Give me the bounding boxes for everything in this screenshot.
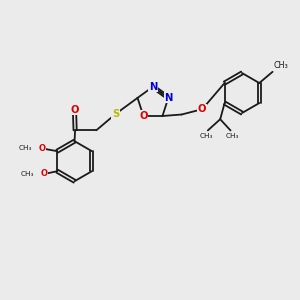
Text: O: O bbox=[70, 105, 79, 115]
Text: S: S bbox=[112, 109, 119, 119]
Text: O: O bbox=[40, 169, 47, 178]
Text: O: O bbox=[198, 104, 206, 114]
Text: CH₃: CH₃ bbox=[200, 133, 213, 139]
Text: N: N bbox=[164, 93, 172, 103]
Text: CH₃: CH₃ bbox=[225, 133, 239, 139]
Text: O: O bbox=[139, 111, 148, 121]
Text: N: N bbox=[149, 82, 157, 92]
Text: CH₃: CH₃ bbox=[19, 145, 32, 151]
Text: CH₃: CH₃ bbox=[21, 171, 34, 177]
Text: CH₃: CH₃ bbox=[273, 61, 288, 70]
Text: O: O bbox=[38, 144, 45, 153]
